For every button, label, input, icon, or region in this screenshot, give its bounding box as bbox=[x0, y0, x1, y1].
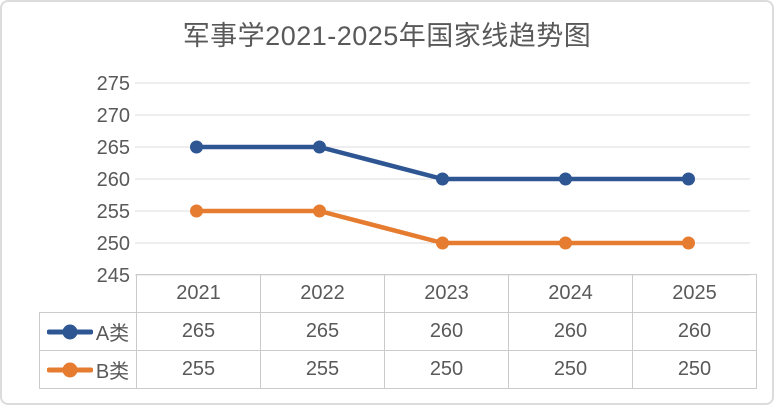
data-point-marker bbox=[682, 172, 695, 186]
table-value: 260 bbox=[384, 312, 509, 351]
table-header-year: 2021 bbox=[136, 274, 261, 313]
series-line bbox=[194, 208, 691, 246]
table-value: 265 bbox=[136, 312, 261, 351]
legend-marker-dot bbox=[62, 324, 78, 339]
legend-line-marker-icon bbox=[46, 324, 93, 339]
legend-line-marker-icon bbox=[46, 362, 93, 377]
data-point-marker bbox=[559, 172, 572, 186]
data-point-marker bbox=[436, 172, 449, 186]
table-corner-cell bbox=[40, 275, 137, 313]
table-value: 260 bbox=[632, 312, 757, 351]
table-header-row: 2021 2022 2023 2024 2025 bbox=[40, 274, 757, 313]
data-point-marker bbox=[559, 236, 572, 250]
table-value: 255 bbox=[260, 350, 385, 389]
y-axis-tick-label: 265 bbox=[97, 137, 130, 159]
legend-cell-series-a: A类 bbox=[39, 312, 137, 351]
legend-cell-series-b: B类 bbox=[39, 350, 137, 389]
table-header-year: 2025 bbox=[632, 274, 757, 313]
chart-data-table: 2021 2022 2023 2024 2025 A类 265 265 260 … bbox=[39, 274, 757, 389]
chart-title: 军事学2021-2025年国家线趋势图 bbox=[182, 21, 592, 51]
legend-label: B类 bbox=[95, 361, 130, 383]
table-header-year: 2023 bbox=[384, 274, 509, 313]
legend-label: A类 bbox=[95, 323, 130, 345]
data-point-marker bbox=[682, 236, 695, 250]
table-value: 260 bbox=[508, 312, 633, 351]
table-value: 250 bbox=[384, 350, 509, 389]
table-header-year: 2022 bbox=[260, 274, 385, 313]
data-point-marker bbox=[190, 204, 203, 218]
table-value: 255 bbox=[136, 350, 261, 389]
series-line bbox=[194, 144, 691, 182]
y-axis-tick-label: 250 bbox=[97, 233, 130, 255]
table-value: 250 bbox=[632, 350, 757, 389]
data-point-marker bbox=[313, 140, 326, 154]
table-value: 265 bbox=[260, 312, 385, 351]
table-row-series-b: B类 255 255 250 250 250 bbox=[39, 350, 757, 389]
data-point-marker bbox=[313, 204, 326, 218]
table-row-series-a: A类 265 265 260 260 260 bbox=[39, 312, 757, 351]
y-axis-tick-label: 270 bbox=[97, 105, 130, 127]
table-header-year: 2024 bbox=[508, 274, 633, 313]
y-axis-tick-label: 260 bbox=[97, 169, 130, 191]
table-value: 250 bbox=[508, 350, 633, 389]
y-axis-tick-label: 255 bbox=[97, 201, 130, 223]
y-axis-tick-label: 275 bbox=[97, 73, 130, 95]
data-point-marker bbox=[190, 140, 203, 154]
legend-marker-dot bbox=[62, 362, 78, 377]
data-point-marker bbox=[436, 236, 449, 250]
